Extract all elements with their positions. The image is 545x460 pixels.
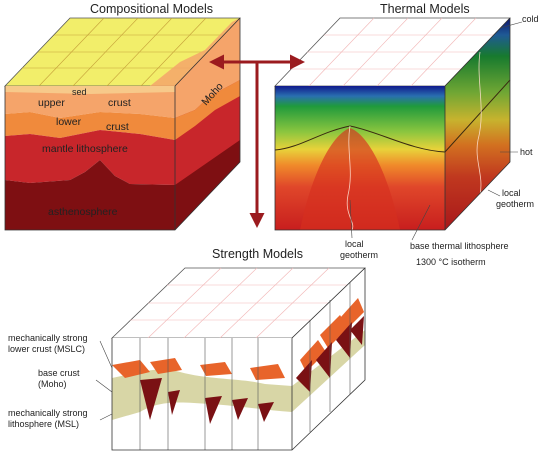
compositional-top-grid bbox=[22, 17, 224, 87]
thermal-block bbox=[274, 17, 511, 231]
strength-top-grid bbox=[130, 267, 347, 339]
label-local-geotherm-left-2: geotherm bbox=[340, 250, 378, 260]
title-thermal: Thermal Models bbox=[380, 2, 470, 16]
label-mantle-lithosphere: mantle lithosphere bbox=[42, 143, 128, 155]
title-compositional: Compositional Models bbox=[90, 2, 213, 16]
label-mslc-1: mechanically strong bbox=[8, 333, 88, 343]
label-crust-lower: crust bbox=[106, 121, 129, 133]
relation-arrows bbox=[209, 54, 305, 228]
compositional-block bbox=[4, 17, 241, 231]
label-sed: sed bbox=[72, 87, 87, 97]
sediment-layer bbox=[5, 86, 175, 94]
thermal-top-grid bbox=[291, 17, 494, 87]
label-msl-2: lithosphere (MSL) bbox=[8, 419, 79, 429]
compositional-surface-outcrop bbox=[150, 18, 240, 86]
compositional-side-asthenosphere bbox=[175, 140, 240, 230]
label-msl-1: mechanically strong bbox=[8, 408, 88, 418]
label-local-geotherm-left-1: local bbox=[345, 239, 364, 249]
asthenosphere-layer bbox=[5, 160, 175, 230]
mslc-lenses bbox=[112, 298, 364, 380]
label-base-crust-2: (Moho) bbox=[38, 379, 67, 389]
label-1300-isotherm: 1300 °C isotherm bbox=[416, 257, 486, 267]
label-crust-upper: crust bbox=[108, 97, 131, 109]
label-local-geotherm-right-1: local bbox=[502, 188, 521, 198]
compositional-side-lower-crust bbox=[175, 80, 240, 140]
label-base-thermal-lithosphere: base thermal lithosphere bbox=[410, 241, 509, 251]
label-upper: upper bbox=[38, 97, 65, 109]
label-cold: cold bbox=[522, 14, 539, 24]
strength-profile-lines bbox=[139, 282, 351, 450]
mantle-lithosphere-layer bbox=[5, 130, 175, 185]
lower-crust-layer bbox=[5, 112, 175, 140]
label-hot: hot bbox=[520, 147, 533, 157]
title-strength: Strength Models bbox=[212, 247, 303, 261]
label-mslc-2: lower crust (MSLC) bbox=[8, 344, 85, 354]
label-base-crust-1: base crust bbox=[38, 368, 80, 378]
thermal-side-face bbox=[445, 18, 510, 230]
local-geotherm-curve-right bbox=[476, 51, 482, 196]
strength-block bbox=[111, 267, 366, 451]
msl-wedges bbox=[140, 316, 364, 424]
label-local-geotherm-right-2: geotherm bbox=[496, 199, 534, 209]
upper-crust-layer bbox=[5, 86, 175, 118]
local-geotherm-curve bbox=[346, 125, 354, 231]
label-asthenosphere: asthenosphere bbox=[48, 206, 118, 218]
label-lower: lower bbox=[56, 116, 82, 128]
leader-lines bbox=[95, 21, 523, 421]
compositional-side-crust bbox=[175, 18, 240, 118]
